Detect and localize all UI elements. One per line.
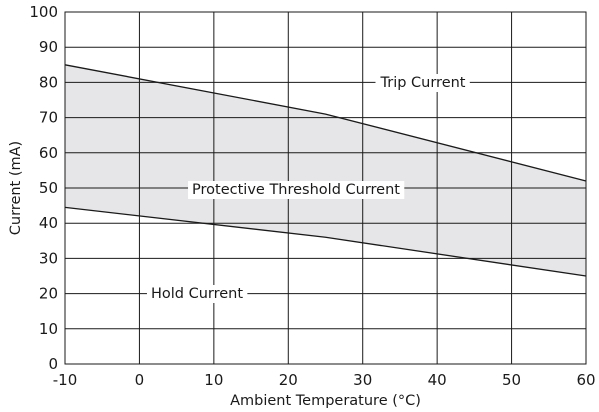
y-tick-label: 50 bbox=[39, 179, 58, 197]
x-tick-label: 0 bbox=[135, 371, 145, 389]
hold-current-line bbox=[64, 206, 587, 277]
y-tick-label: 0 bbox=[48, 355, 58, 373]
hold-current-annotation-text: Hold Current bbox=[151, 286, 243, 302]
hold-current-annotation: Hold Current bbox=[146, 285, 248, 303]
trip-current-annotation-bg bbox=[375, 74, 470, 92]
chart-annotations: Trip Current Protective Threshold Current… bbox=[146, 74, 470, 303]
trip-current-annotation-text: Trip Current bbox=[380, 75, 466, 91]
y-tick-labels: 0 10 20 30 40 50 60 70 80 90 100 bbox=[29, 3, 58, 373]
y-tick-label: 60 bbox=[39, 144, 58, 162]
series-lines bbox=[64, 64, 587, 277]
x-tick-label: 30 bbox=[353, 371, 372, 389]
x-tick-label: 50 bbox=[502, 371, 521, 389]
y-tick-label: 20 bbox=[39, 285, 58, 303]
protective-threshold-annotation-bg bbox=[188, 181, 405, 199]
x-tick-label: 40 bbox=[428, 371, 447, 389]
y-tick-label: 70 bbox=[39, 109, 58, 127]
x-tick-labels: -10 0 10 20 30 40 50 60 bbox=[53, 371, 596, 389]
protective-threshold-annotation: Protective Threshold Current bbox=[188, 181, 405, 199]
protective-threshold-band bbox=[65, 64, 586, 276]
trip-current-annotation: Trip Current bbox=[375, 74, 470, 92]
x-tick-label: 60 bbox=[576, 371, 595, 389]
y-tick-label: 30 bbox=[39, 249, 58, 267]
protective-threshold-area bbox=[65, 64, 586, 276]
x-tick-label: -10 bbox=[53, 371, 78, 389]
y-tick-label: 80 bbox=[39, 73, 58, 91]
y-tick-label: 40 bbox=[39, 214, 58, 232]
plot-frame bbox=[64, 11, 587, 365]
y-tick-label: 100 bbox=[29, 3, 58, 21]
x-axis-title: Ambient Temperature (°C) bbox=[230, 393, 421, 409]
y-axis-title: Current (mA) bbox=[8, 141, 24, 235]
protective-threshold-annotation-text: Protective Threshold Current bbox=[192, 182, 400, 198]
x-tick-label: 10 bbox=[204, 371, 223, 389]
y-tick-label: 10 bbox=[39, 320, 58, 338]
x-tick-label: 20 bbox=[279, 371, 298, 389]
y-tick-label: 90 bbox=[39, 38, 58, 56]
trip-current-line bbox=[64, 64, 587, 182]
hold-current-annotation-bg bbox=[146, 285, 248, 303]
